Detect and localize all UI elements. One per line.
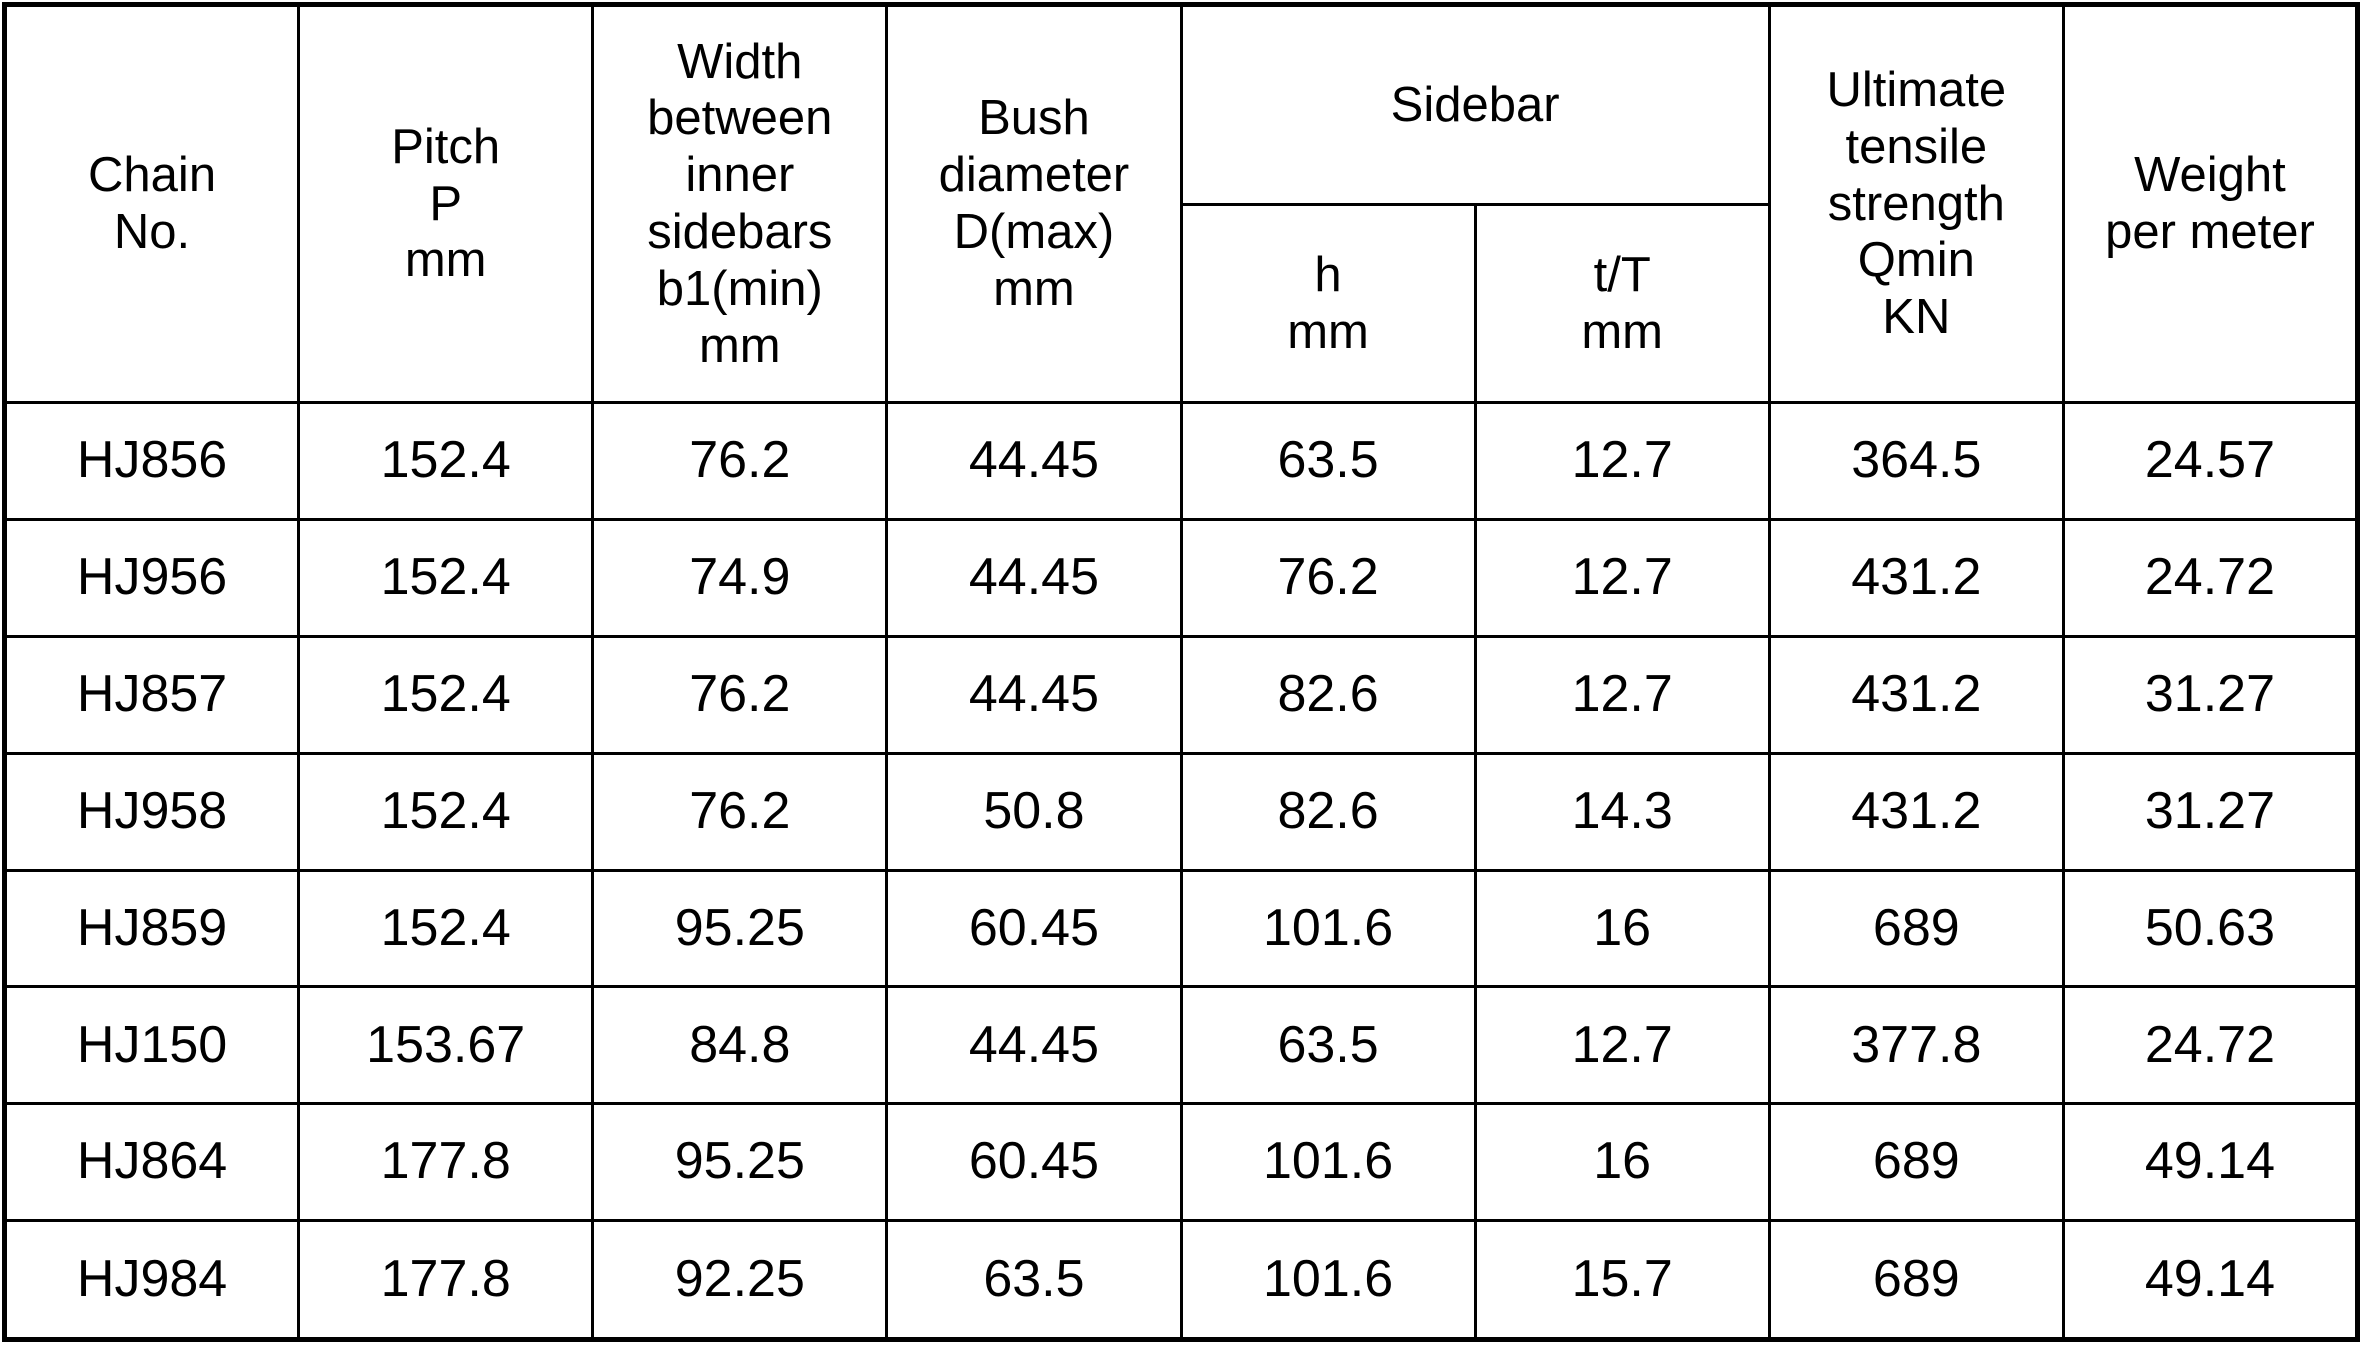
cell-width-between-inner-sidebars: 74.9 <box>591 517 889 638</box>
cell-weight-per-meter: 31.27 <box>2061 634 2360 755</box>
cell-ultimate-tensile-strength: 689 <box>1767 1102 2065 1223</box>
cell-weight-per-meter: 24.72 <box>2061 517 2360 638</box>
cell-pitch: 152.4 <box>297 751 595 872</box>
header-sidebar-h: h mm <box>1179 203 1477 404</box>
cell-width-between-inner-sidebars: 95.25 <box>591 868 889 989</box>
cell-sidebar-h: 76.2 <box>1179 517 1477 638</box>
cell-bush-diameter: 44.45 <box>885 985 1183 1106</box>
cell-sidebar-h: 82.6 <box>1179 751 1477 872</box>
cell-sidebar-h: 101.6 <box>1179 868 1477 989</box>
cell-sidebar-h: 63.5 <box>1179 985 1477 1106</box>
header-ultimate-tensile-strength: Ultimate tensile strength Qmin KN <box>1767 3 2065 404</box>
cell-weight-per-meter: 49.14 <box>2061 1219 2360 1341</box>
table-row: HJ864 177.8 95.25 60.45 101.6 16 689 49.… <box>2 1102 2360 1223</box>
cell-width-between-inner-sidebars: 76.2 <box>591 401 889 521</box>
cell-sidebar-h: 82.6 <box>1179 634 1477 755</box>
cell-chain-no: HJ984 <box>2 1219 301 1341</box>
header-pitch: Pitch P mm <box>297 3 595 404</box>
cell-width-between-inner-sidebars: 92.25 <box>591 1219 889 1341</box>
cell-pitch: 177.8 <box>297 1102 595 1223</box>
cell-weight-per-meter: 50.63 <box>2061 868 2360 989</box>
cell-chain-no: HJ864 <box>2 1102 301 1223</box>
table-row: HJ859 152.4 95.25 60.45 101.6 16 689 50.… <box>2 868 2360 989</box>
cell-ultimate-tensile-strength: 364.5 <box>1767 401 2065 521</box>
cell-sidebar-h: 101.6 <box>1179 1219 1477 1341</box>
table-row: HJ958 152.4 76.2 50.8 82.6 14.3 431.2 31… <box>2 751 2360 872</box>
cell-sidebar-h: 63.5 <box>1179 401 1477 521</box>
cell-weight-per-meter: 31.27 <box>2061 751 2360 872</box>
cell-pitch: 152.4 <box>297 868 595 989</box>
cell-pitch: 153.67 <box>297 985 595 1106</box>
cell-sidebar-t-T: 16 <box>1473 868 1771 989</box>
cell-pitch: 152.4 <box>297 517 595 638</box>
cell-bush-diameter: 60.45 <box>885 1102 1183 1223</box>
header-row-sub: h mm t/T mm <box>5 203 2358 404</box>
cell-chain-no: HJ956 <box>2 517 301 638</box>
cell-bush-diameter: 60.45 <box>885 868 1183 989</box>
cell-bush-diameter: 50.8 <box>885 751 1183 872</box>
cell-sidebar-t-T: 12.7 <box>1473 634 1771 755</box>
cell-chain-no: HJ856 <box>2 401 301 521</box>
cell-width-between-inner-sidebars: 84.8 <box>591 985 889 1106</box>
cell-bush-diameter: 44.45 <box>885 401 1183 521</box>
cell-chain-no: HJ857 <box>2 634 301 755</box>
table-row: HJ150 153.67 84.8 44.45 63.5 12.7 377.8 … <box>2 985 2360 1106</box>
cell-sidebar-t-T: 16 <box>1473 1102 1771 1223</box>
table-body: HJ856 152.4 76.2 44.45 63.5 12.7 364.5 2… <box>2 401 2360 1341</box>
cell-ultimate-tensile-strength: 431.2 <box>1767 751 2065 872</box>
cell-bush-diameter: 44.45 <box>885 634 1183 755</box>
cell-bush-diameter: 63.5 <box>885 1219 1183 1341</box>
header-bush-diameter: Bush diameter D(max) mm <box>885 3 1183 404</box>
table-row: HJ984 177.8 92.25 63.5 101.6 15.7 689 49… <box>2 1219 2360 1341</box>
cell-sidebar-t-T: 15.7 <box>1473 1219 1771 1341</box>
cell-sidebar-t-T: 12.7 <box>1473 517 1771 638</box>
cell-width-between-inner-sidebars: 76.2 <box>591 634 889 755</box>
table-row: HJ857 152.4 76.2 44.45 82.6 12.7 431.2 3… <box>2 634 2360 755</box>
cell-pitch: 177.8 <box>297 1219 595 1341</box>
header-sidebar-t-T: t/T mm <box>1473 203 1771 404</box>
cell-bush-diameter: 44.45 <box>885 517 1183 638</box>
cell-width-between-inner-sidebars: 76.2 <box>591 751 889 872</box>
header-weight-per-meter: Weight per meter <box>2061 3 2360 404</box>
cell-chain-no: HJ859 <box>2 868 301 989</box>
cell-weight-per-meter: 24.57 <box>2061 401 2360 521</box>
cell-ultimate-tensile-strength: 431.2 <box>1767 634 2065 755</box>
cell-chain-no: HJ150 <box>2 985 301 1106</box>
cell-sidebar-h: 101.6 <box>1179 1102 1477 1223</box>
cell-ultimate-tensile-strength: 689 <box>1767 868 2065 989</box>
cell-pitch: 152.4 <box>297 634 595 755</box>
cell-ultimate-tensile-strength: 689 <box>1767 1219 2065 1341</box>
header-width-between-inner-sidebars: Width between inner sidebars b1(min) mm <box>591 3 889 404</box>
table-row: HJ956 152.4 74.9 44.45 76.2 12.7 431.2 2… <box>2 517 2360 638</box>
cell-width-between-inner-sidebars: 95.25 <box>591 1102 889 1223</box>
cell-ultimate-tensile-strength: 377.8 <box>1767 985 2065 1106</box>
cell-weight-per-meter: 24.72 <box>2061 985 2360 1106</box>
cell-ultimate-tensile-strength: 431.2 <box>1767 517 2065 638</box>
cell-pitch: 152.4 <box>297 401 595 521</box>
cell-sidebar-t-T: 12.7 <box>1473 401 1771 521</box>
cell-weight-per-meter: 49.14 <box>2061 1102 2360 1223</box>
header-chain-no: Chain No. <box>2 3 301 404</box>
header-row-top: Chain No. Pitch P mm Width between inner… <box>2 3 2360 404</box>
cell-sidebar-t-T: 12.7 <box>1473 985 1771 1106</box>
table-row: HJ856 152.4 76.2 44.45 63.5 12.7 364.5 2… <box>2 401 2360 521</box>
cell-sidebar-t-T: 14.3 <box>1473 751 1771 872</box>
header-sidebar-group: Sidebar <box>1179 3 1771 206</box>
table-header: Chain No. Pitch P mm Width between inner… <box>2 3 2360 404</box>
cell-chain-no: HJ958 <box>2 751 301 872</box>
